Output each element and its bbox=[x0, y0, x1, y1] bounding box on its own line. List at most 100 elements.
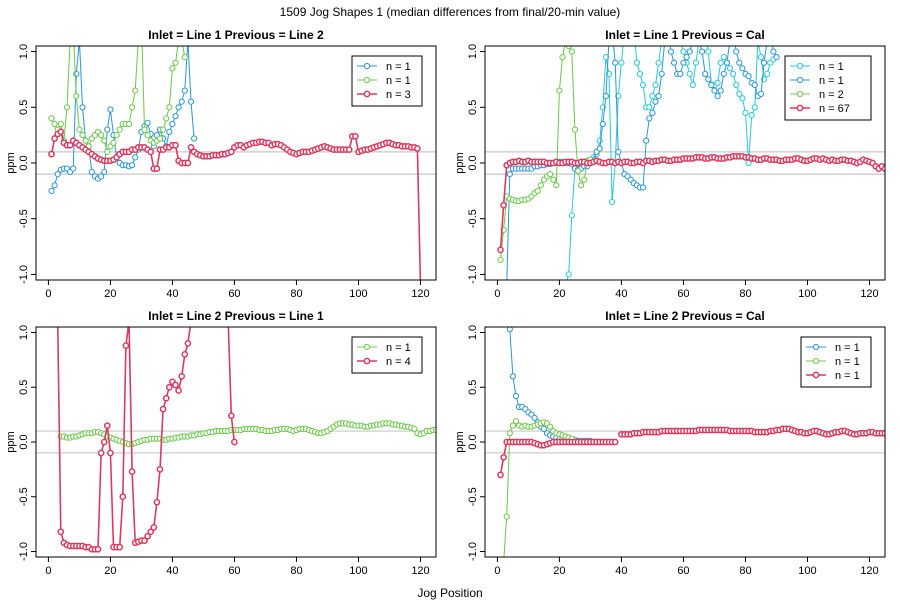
y-tick-label: 1.0 bbox=[18, 325, 30, 340]
data-point bbox=[101, 168, 108, 175]
data-point bbox=[163, 115, 170, 122]
data-point bbox=[150, 524, 158, 531]
data-point bbox=[649, 109, 656, 117]
data-point bbox=[500, 453, 507, 461]
data-point bbox=[547, 171, 554, 178]
data-point bbox=[649, 93, 656, 100]
data-point bbox=[568, 48, 575, 55]
data-point bbox=[227, 148, 235, 156]
data-point bbox=[711, 87, 718, 94]
data-point bbox=[689, 81, 696, 89]
data-point bbox=[172, 381, 179, 389]
chart-panel-1: Inlet = Line 1 Previous = Line 2 0 20 40 60 8… bbox=[5, 28, 437, 300]
data-point bbox=[169, 65, 176, 72]
data-point bbox=[671, 59, 678, 66]
data-point bbox=[665, 4, 670, 9]
data-point bbox=[556, 87, 563, 94]
y-tick-label: 1.0 bbox=[467, 325, 479, 340]
data-point bbox=[667, 48, 675, 55]
data-point bbox=[717, 87, 724, 94]
legend-item-2: n = 1 bbox=[357, 75, 411, 87]
x-tick-label: 40 bbox=[615, 565, 627, 577]
legend-box bbox=[800, 336, 872, 388]
legend-box bbox=[351, 336, 423, 374]
chart-panel-3: Inlet = Line 2 Previous = Line 1 0 20 40 60 8… bbox=[5, 309, 437, 577]
data-point bbox=[512, 418, 520, 425]
legend-label: n = 1 bbox=[386, 61, 411, 73]
y-tick-label: -1.0 bbox=[467, 542, 479, 561]
plot-area bbox=[497, 327, 885, 557]
legend-label: n = 4 bbox=[386, 356, 411, 368]
data-point bbox=[625, 4, 630, 9]
data-point bbox=[751, 104, 758, 111]
data-point bbox=[119, 493, 127, 501]
legend-label: n = 1 bbox=[835, 370, 860, 382]
legend-item-4: n = 67 bbox=[790, 103, 850, 115]
series-3 bbox=[497, 425, 885, 479]
data-point bbox=[107, 449, 114, 457]
legend-label: n = 1 bbox=[835, 356, 860, 368]
panel-title: Inlet = Line 1 Previous = Line 2 bbox=[148, 28, 324, 42]
panels: Inlet = Line 1 Previous = Line 2 0 20 40 60 8… bbox=[5, 4, 886, 577]
data-point bbox=[57, 120, 64, 128]
data-point bbox=[565, 271, 572, 278]
data-point bbox=[512, 392, 520, 400]
data-point bbox=[602, 93, 610, 100]
y-tick-label: 0.0 bbox=[18, 155, 30, 170]
data-point bbox=[736, 90, 743, 98]
data-point bbox=[773, 54, 780, 61]
data-point bbox=[55, 319, 60, 324]
data-point bbox=[683, 54, 690, 61]
data-point bbox=[550, 176, 557, 183]
data-point bbox=[662, 16, 667, 21]
y-tick-label: -0.5 bbox=[18, 209, 30, 228]
data-point bbox=[411, 425, 418, 432]
x-tick-label: 40 bbox=[166, 288, 178, 300]
data-point bbox=[181, 87, 188, 94]
data-point bbox=[739, 65, 746, 72]
x-tick-label: 20 bbox=[104, 565, 116, 577]
data-point bbox=[100, 438, 108, 446]
data-point bbox=[191, 135, 198, 142]
data-point bbox=[104, 126, 111, 133]
data-point bbox=[599, 120, 606, 128]
data-point bbox=[668, 4, 673, 9]
data-point bbox=[68, 38, 73, 43]
x-axis: 0 20 40 60 80 100 120 bbox=[45, 557, 430, 577]
series-3 bbox=[497, 38, 594, 263]
panel-title: Inlet = Line 1 Previous = Cal bbox=[605, 28, 764, 42]
data-point bbox=[680, 59, 687, 66]
data-point bbox=[655, 59, 662, 66]
plot-area bbox=[48, 38, 422, 280]
data-point bbox=[110, 139, 117, 146]
data-point bbox=[231, 438, 238, 446]
data-point bbox=[609, 198, 616, 206]
data-point bbox=[497, 256, 504, 263]
data-point bbox=[181, 54, 188, 61]
data-point bbox=[128, 468, 136, 475]
legend-item-1: n = 1 bbox=[806, 342, 860, 354]
data-point bbox=[672, 16, 677, 21]
series-3 bbox=[48, 128, 422, 280]
legend-label: n = 1 bbox=[819, 75, 844, 87]
data-point bbox=[187, 144, 195, 151]
legend-item-2: n = 4 bbox=[357, 356, 411, 368]
data-point bbox=[107, 106, 114, 113]
plot-area bbox=[55, 319, 436, 553]
data-point bbox=[70, 165, 77, 172]
data-point bbox=[559, 54, 566, 61]
y-tick-label: -0.5 bbox=[18, 487, 30, 506]
data-point bbox=[165, 383, 173, 391]
data-point bbox=[101, 137, 108, 144]
x-tick-label: 0 bbox=[494, 288, 500, 300]
data-point bbox=[160, 126, 167, 133]
data-point bbox=[714, 79, 721, 86]
data-point bbox=[563, 38, 568, 43]
data-point bbox=[178, 98, 185, 105]
legend-label: n = 1 bbox=[386, 342, 411, 354]
data-point bbox=[509, 373, 517, 380]
x-tick-label: 120 bbox=[860, 288, 878, 300]
x-axis: 0 20 40 60 80 100 120 bbox=[45, 280, 430, 300]
legend-item-3: n = 2 bbox=[790, 89, 844, 101]
data-point bbox=[172, 113, 179, 120]
